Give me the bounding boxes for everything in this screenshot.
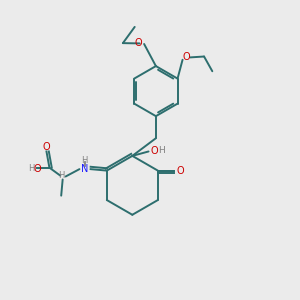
Text: O: O <box>176 166 184 176</box>
Text: O: O <box>183 52 190 61</box>
Text: O: O <box>43 142 50 152</box>
Text: H: H <box>28 164 35 173</box>
Text: H: H <box>158 146 165 155</box>
Text: H: H <box>58 171 65 180</box>
Text: H: H <box>81 156 88 165</box>
Text: O: O <box>34 164 41 174</box>
Text: O: O <box>135 38 142 48</box>
Text: O: O <box>151 146 158 156</box>
Text: N: N <box>81 164 88 174</box>
